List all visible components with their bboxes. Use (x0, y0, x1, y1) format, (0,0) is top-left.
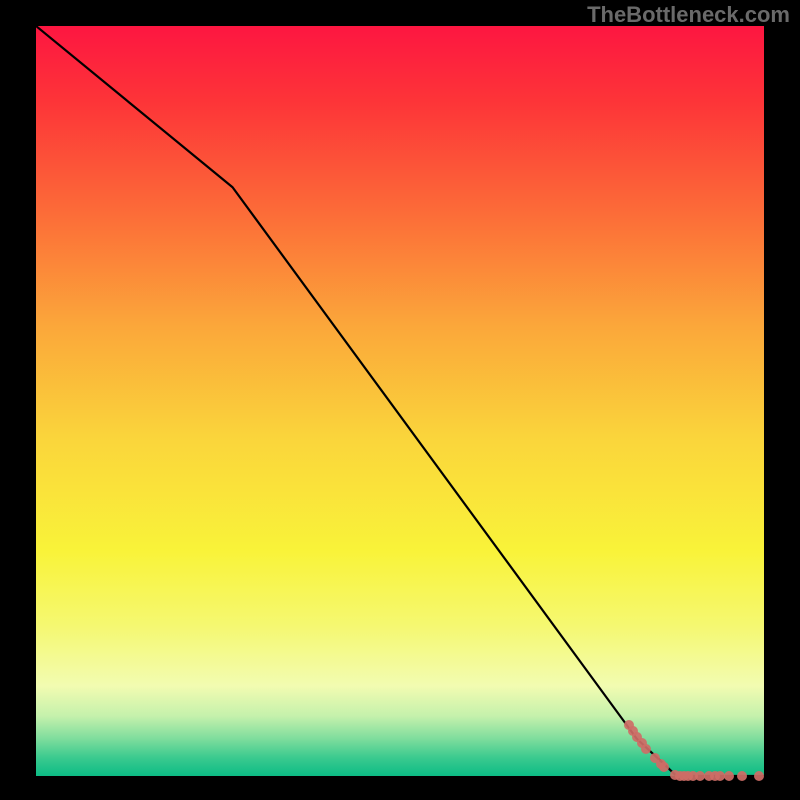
data-marker (724, 771, 734, 781)
data-marker (737, 771, 747, 781)
watermark-text: TheBottleneck.com (587, 2, 790, 28)
data-marker (659, 762, 669, 772)
chart-container: TheBottleneck.com (0, 0, 800, 800)
markers-layer (36, 26, 764, 776)
data-marker (641, 744, 651, 754)
plot-area (36, 26, 764, 776)
data-marker (754, 771, 764, 781)
